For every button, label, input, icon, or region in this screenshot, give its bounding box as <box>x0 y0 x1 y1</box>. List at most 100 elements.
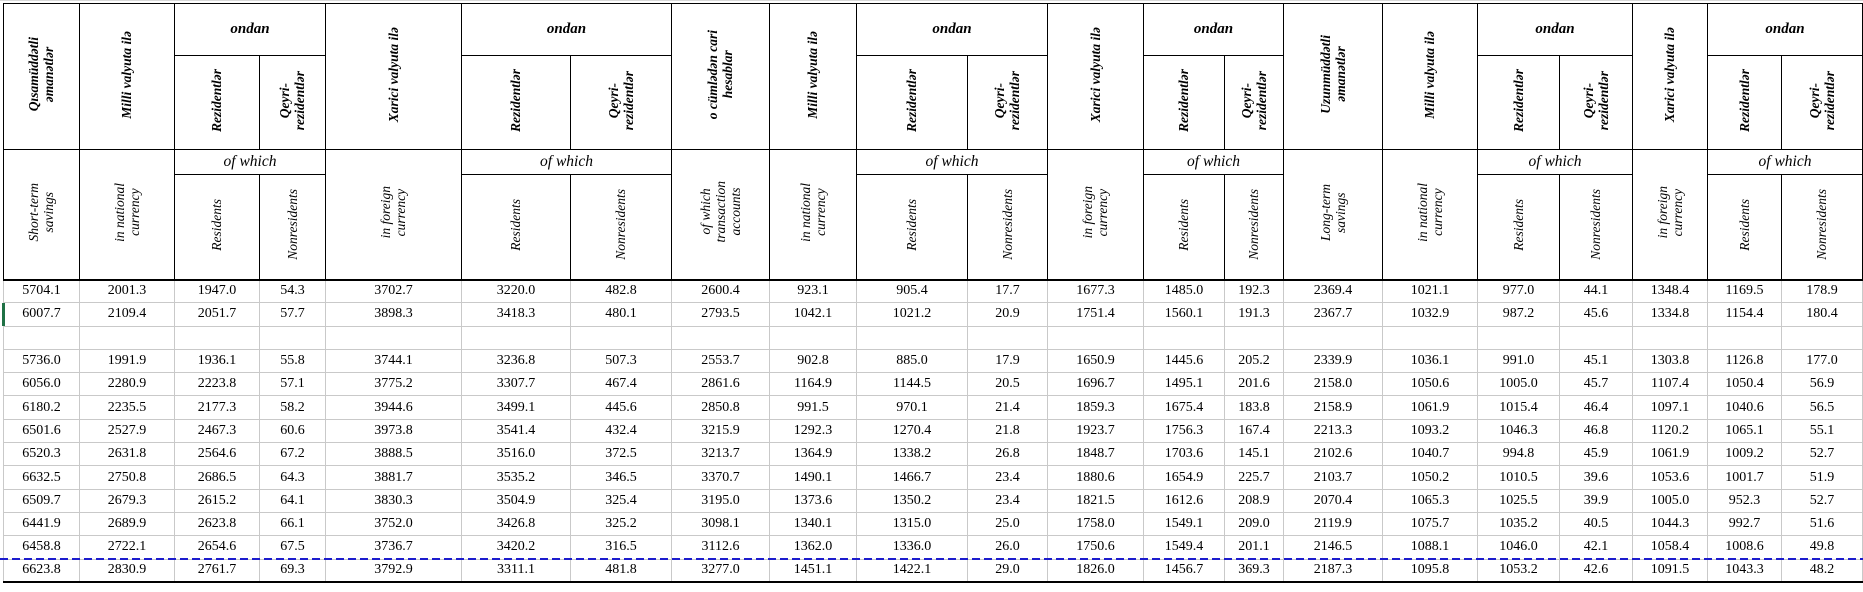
data-cell[interactable]: 40.5 <box>1559 511 1633 537</box>
data-cell[interactable]: 1303.8 <box>1632 348 1708 374</box>
data-cell[interactable]: 3541.4 <box>461 418 571 444</box>
column-header[interactable]: Short-term savings <box>3 149 80 281</box>
data-cell[interactable]: 1093.2 <box>1382 418 1478 444</box>
data-cell[interactable]: 201.6 <box>1224 372 1284 397</box>
data-cell[interactable]: 1061.9 <box>1632 442 1708 467</box>
data-cell[interactable]: 1334.8 <box>1632 302 1708 327</box>
data-cell[interactable]: 23.4 <box>967 488 1048 513</box>
column-header[interactable]: Residents <box>1707 174 1782 281</box>
column-header[interactable]: Xarici valyuta ilə <box>1632 3 1708 150</box>
data-cell[interactable]: 201.1 <box>1224 535 1284 560</box>
data-cell[interactable]: 2467.3 <box>174 418 260 444</box>
data-cell[interactable]: 2527.9 <box>79 418 175 444</box>
data-cell[interactable]: 3752.0 <box>325 511 462 537</box>
data-cell[interactable]: 2793.5 <box>671 302 770 327</box>
data-cell[interactable]: 5736.0 <box>3 348 80 374</box>
data-cell[interactable]: 905.4 <box>856 278 968 304</box>
column-header[interactable]: Nonresidents <box>967 174 1048 281</box>
data-cell[interactable]: 1164.9 <box>769 372 857 397</box>
data-cell[interactable]: 17.7 <box>967 278 1048 304</box>
column-header[interactable]: Uzunmüddətli əmanətlər <box>1283 3 1383 150</box>
column-header[interactable]: in foreign currency <box>325 149 462 281</box>
data-cell[interactable]: 1021.2 <box>856 302 968 327</box>
data-cell[interactable]: 3792.9 <box>325 558 462 584</box>
data-cell[interactable]: 26.0 <box>967 535 1048 560</box>
column-header[interactable]: Qeyri- rezidentlər <box>1781 55 1863 150</box>
data-cell[interactable]: 52.7 <box>1781 442 1863 467</box>
data-cell[interactable]: 445.6 <box>570 395 672 420</box>
data-cell[interactable]: 3220.0 <box>461 278 571 304</box>
data-cell[interactable]: 3702.7 <box>325 278 462 304</box>
data-cell[interactable]: 994.8 <box>1477 442 1560 467</box>
column-header[interactable]: Nonresidents <box>1559 174 1633 281</box>
data-cell[interactable]: 3370.7 <box>671 465 770 490</box>
data-cell[interactable]: 991.5 <box>769 395 857 420</box>
data-cell[interactable]: 45.7 <box>1559 372 1633 397</box>
data-cell[interactable]: 1315.0 <box>856 511 968 537</box>
data-cell[interactable]: 2109.4 <box>79 302 175 327</box>
data-cell[interactable]: 2830.9 <box>79 558 175 584</box>
data-cell[interactable]: 977.0 <box>1477 278 1560 304</box>
data-cell[interactable]: 1348.4 <box>1632 278 1708 304</box>
data-cell[interactable]: 46.8 <box>1559 418 1633 444</box>
data-cell[interactable]: 2339.9 <box>1283 348 1383 374</box>
data-cell[interactable]: 1338.2 <box>856 442 968 467</box>
column-header[interactable]: Nonresidents <box>1224 174 1284 281</box>
data-cell[interactable]: 67.5 <box>259 535 326 560</box>
column-header[interactable]: Residents <box>1143 174 1225 281</box>
data-cell[interactable]: 60.6 <box>259 418 326 444</box>
data-cell[interactable]: 952.3 <box>1707 488 1782 513</box>
group-header[interactable]: ondan <box>1707 3 1863 56</box>
data-cell[interactable]: 45.6 <box>1559 302 1633 327</box>
data-cell[interactable]: 3418.3 <box>461 302 571 327</box>
data-cell[interactable]: 507.3 <box>570 348 672 374</box>
data-cell[interactable]: 64.3 <box>259 465 326 490</box>
data-cell[interactable]: 1675.4 <box>1143 395 1225 420</box>
data-cell[interactable]: 2615.2 <box>174 488 260 513</box>
group-header[interactable]: of which <box>174 149 326 175</box>
data-cell[interactable]: 64.1 <box>259 488 326 513</box>
data-cell[interactable]: 2235.5 <box>79 395 175 420</box>
data-cell[interactable]: 1703.6 <box>1143 442 1225 467</box>
data-cell[interactable]: 1042.1 <box>769 302 857 327</box>
data-cell[interactable]: 2177.3 <box>174 395 260 420</box>
column-header[interactable]: Nonresidents <box>259 174 326 281</box>
data-cell[interactable]: 1169.5 <box>1707 278 1782 304</box>
data-cell[interactable]: 1032.9 <box>1382 302 1478 327</box>
data-cell[interactable]: 1095.8 <box>1382 558 1478 584</box>
data-cell[interactable]: 44.1 <box>1559 278 1633 304</box>
group-header[interactable]: of which <box>1477 149 1633 175</box>
group-header[interactable]: of which <box>1143 149 1284 175</box>
data-cell[interactable]: 6441.9 <box>3 511 80 537</box>
data-cell[interactable]: 1292.3 <box>769 418 857 444</box>
data-cell[interactable]: 1025.5 <box>1477 488 1560 513</box>
data-cell[interactable]: 55.1 <box>1781 418 1863 444</box>
data-cell[interactable]: 69.3 <box>259 558 326 584</box>
data-cell[interactable]: 2369.4 <box>1283 278 1383 304</box>
data-cell[interactable]: 6509.7 <box>3 488 80 513</box>
data-cell[interactable]: 2564.6 <box>174 442 260 467</box>
data-cell[interactable]: 1270.4 <box>856 418 968 444</box>
data-cell[interactable]: 2686.5 <box>174 465 260 490</box>
data-cell[interactable]: 45.1 <box>1559 348 1633 374</box>
data-cell[interactable]: 29.0 <box>967 558 1048 584</box>
data-cell[interactable]: 48.2 <box>1781 558 1863 584</box>
data-cell[interactable]: 1445.6 <box>1143 348 1225 374</box>
data-cell[interactable]: 1451.1 <box>769 558 857 584</box>
data-cell[interactable]: 480.1 <box>570 302 672 327</box>
data-cell[interactable] <box>259 325 326 350</box>
data-cell[interactable]: 21.8 <box>967 418 1048 444</box>
data-cell[interactable]: 67.2 <box>259 442 326 467</box>
data-cell[interactable] <box>461 325 571 350</box>
column-header[interactable]: Qeyri- rezidentlər <box>259 55 326 150</box>
data-cell[interactable]: 1362.0 <box>769 535 857 560</box>
data-cell[interactable]: 20.5 <box>967 372 1048 397</box>
data-cell[interactable]: 167.4 <box>1224 418 1284 444</box>
data-cell[interactable]: 42.1 <box>1559 535 1633 560</box>
data-cell[interactable]: 45.9 <box>1559 442 1633 467</box>
data-cell[interactable] <box>967 325 1048 350</box>
data-cell[interactable]: 1021.1 <box>1382 278 1478 304</box>
column-header[interactable]: o cümlədən cari hesablar <box>671 3 770 150</box>
data-cell[interactable]: 1053.6 <box>1632 465 1708 490</box>
data-cell[interactable]: 3213.7 <box>671 442 770 467</box>
